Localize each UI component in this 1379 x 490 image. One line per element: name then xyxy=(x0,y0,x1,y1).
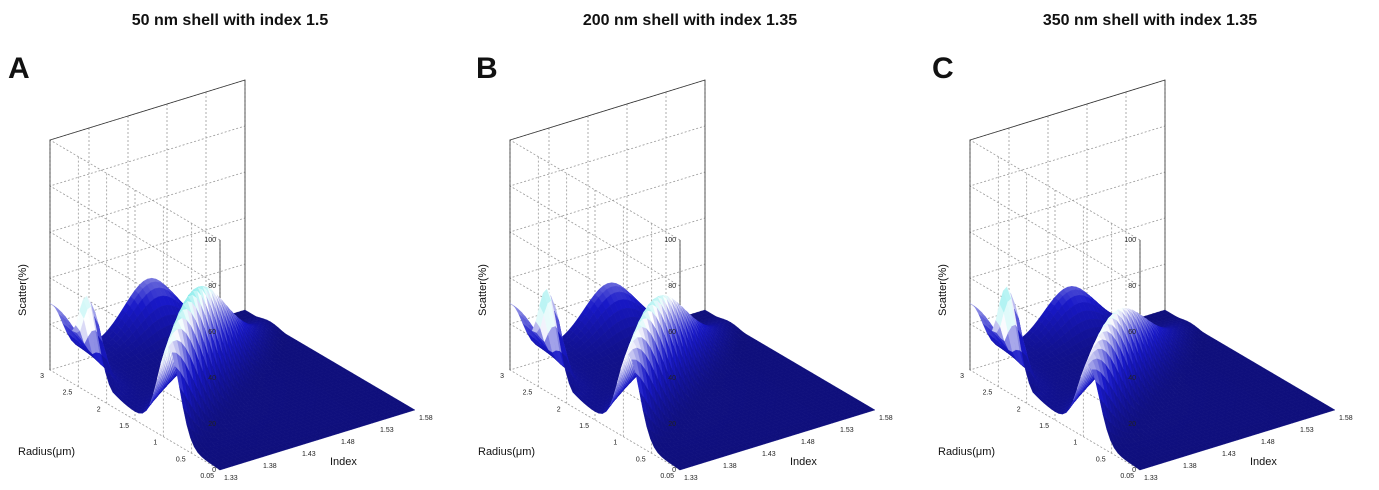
radius-tick-label: 2.5 xyxy=(523,390,533,397)
panel-a: 50 nm shell with index 1.5 A 0 20 40 60 80 10… xyxy=(0,0,460,490)
radius-axis-label: Radius(μm) xyxy=(18,446,75,458)
index-tick-label: 1.48 xyxy=(801,439,815,446)
radius-tick-label: 1 xyxy=(613,440,617,447)
panel-b: 200 nm shell with index 1.35 B 0 20 40 60 80… xyxy=(460,0,920,490)
surface-patch xyxy=(215,466,225,471)
radius-tick-label: 1.5 xyxy=(119,423,129,430)
index-tick-label: 1.58 xyxy=(419,415,433,422)
gridline xyxy=(49,125,246,287)
gridline xyxy=(49,79,246,241)
index-tick-label: 1.33 xyxy=(224,475,238,482)
radius-tick-label: 1 xyxy=(153,440,157,447)
radius-tick-label: 2 xyxy=(97,406,101,413)
z-tick-label: 100 xyxy=(204,237,216,244)
radius-tick-label: 1.5 xyxy=(579,423,589,430)
radius-tick-label: 3 xyxy=(40,373,44,380)
panel-letter: A xyxy=(8,52,30,85)
radius-axis-label: Radius(μm) xyxy=(478,446,535,458)
index-tick-label: 1.53 xyxy=(380,427,394,434)
panel-title: 350 nm shell with index 1.35 xyxy=(1042,12,1258,29)
radius-tick-label: 0.5 xyxy=(176,456,186,463)
index-tick-label: 1.43 xyxy=(762,451,776,458)
index-axis-label: Index xyxy=(790,456,817,468)
z-axis-label: Scatter(%) xyxy=(17,264,29,316)
z-tick-label: 0 xyxy=(672,467,676,474)
axis-frame xyxy=(969,79,1166,370)
radius-tick-label: 2.5 xyxy=(63,390,73,397)
index-axis-label: Index xyxy=(330,456,357,468)
panel-c: 350 nm shell with index 1.35 C 0 20 40 60 80… xyxy=(920,0,1379,490)
index-tick-label: 1.43 xyxy=(302,451,316,458)
radius-tick-label: 0.05 xyxy=(660,473,674,480)
gridline xyxy=(509,79,706,241)
panel-title: 50 nm shell with index 1.5 xyxy=(131,12,329,29)
index-tick-label: 1.58 xyxy=(879,415,893,422)
surface xyxy=(509,282,876,471)
z-tick-label: 20 xyxy=(668,421,676,428)
index-tick-label: 1.38 xyxy=(263,463,277,470)
axis-frame xyxy=(509,79,706,370)
z-axis-label: Scatter(%) xyxy=(477,264,489,316)
z-tick-label: 60 xyxy=(208,329,216,336)
radius-tick-label: 2 xyxy=(557,406,561,413)
z-tick-label: 0 xyxy=(212,467,216,474)
surface xyxy=(49,277,416,471)
surface-plot-a: 0 20 40 60 80 100 3 2.5 2 1.5 1 0.5 0.05 1.33 1.38 1.43… xyxy=(17,79,433,482)
index-tick-label: 1.48 xyxy=(341,439,355,446)
z-tick-label: 80 xyxy=(668,283,676,290)
z-tick-label: 40 xyxy=(208,375,216,382)
gridline xyxy=(969,79,1166,241)
z-tick-label: 20 xyxy=(208,421,216,428)
panel-letter: B xyxy=(476,52,498,85)
radius-tick-label: 3 xyxy=(500,373,504,380)
index-tick-label: 1.53 xyxy=(840,427,854,434)
gridline xyxy=(509,125,706,287)
gridline xyxy=(969,125,1166,287)
radius-tick-label: 0.05 xyxy=(200,473,214,480)
index-tick-label: 1.33 xyxy=(684,475,698,482)
panel-letter: C xyxy=(932,52,954,85)
panel-title: 200 nm shell with index 1.35 xyxy=(582,12,798,29)
z-tick-label: 80 xyxy=(208,283,216,290)
z-tick-label: 100 xyxy=(664,237,676,244)
surface-patch xyxy=(675,466,685,471)
index-tick-label: 1.38 xyxy=(723,463,737,470)
tick-labels: 0 20 40 60 80 100 3 2.5 2 1.5 1 0.5 0.05 1.33 1.38 1.43… xyxy=(40,237,433,482)
z-tick-label: 40 xyxy=(668,375,676,382)
surface-plot-b: 0 20 40 60 80 100 3 2.5 2 1.5 1 0.5 0.05 1.33 1.38 1.43… xyxy=(477,79,893,482)
z-tick-label: 60 xyxy=(668,329,676,336)
surface xyxy=(969,286,1336,471)
radius-tick-label: 0.5 xyxy=(636,456,646,463)
tick-labels: 0 20 40 60 80 100 3 2.5 2 1.5 1 0.5 0.05 1.33 1.38 1.43… xyxy=(500,237,893,482)
axis-frame xyxy=(49,79,246,370)
